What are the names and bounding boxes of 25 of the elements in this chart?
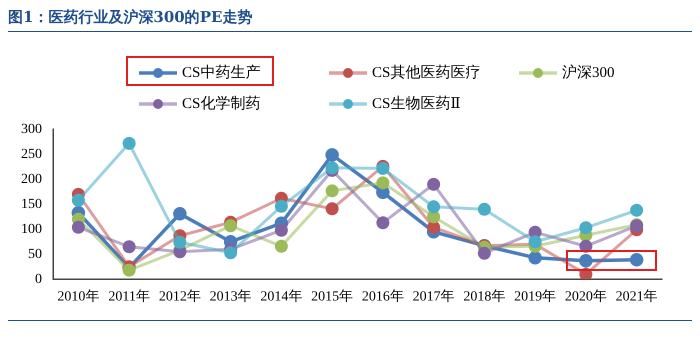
x-tick-label: 2020年: [564, 288, 607, 304]
legend-label: CS其他医药医疗: [372, 64, 480, 82]
x-tick-label: 2018年: [463, 288, 506, 304]
legend-label: CS化学制药: [182, 94, 260, 113]
y-tick-label: 0: [35, 272, 42, 287]
y-tick-label: 50: [28, 246, 42, 262]
y-tick-label: 250: [21, 147, 42, 162]
y-tick-label: 300: [21, 122, 42, 138]
legend-label: CS生物医药Ⅱ: [372, 94, 461, 113]
x-tick-label: 2013年: [210, 288, 252, 304]
x-tick-label: 2011年: [108, 288, 150, 304]
x-tick-label: 2021年: [616, 288, 658, 304]
x-tick-label: 2016年: [362, 288, 404, 304]
y-tick-label: 100: [21, 222, 42, 237]
x-tick-label: 2017年: [412, 288, 455, 304]
x-tick-label: 2010年: [57, 288, 100, 304]
x-tick-label: 2019年: [514, 288, 556, 304]
y-tick-label: 200: [21, 172, 42, 188]
legend-label: CS中药生产: [182, 64, 260, 82]
y-tick-label: 150: [21, 196, 42, 212]
x-tick-label: 2012年: [158, 288, 201, 304]
chart-title: 图1：医药行业及沪深300的PE走势: [8, 8, 692, 32]
legend-label: 沪深300: [562, 63, 614, 82]
x-tick-label: 2015年: [311, 288, 354, 304]
x-tick-label: 2014年: [260, 288, 302, 304]
